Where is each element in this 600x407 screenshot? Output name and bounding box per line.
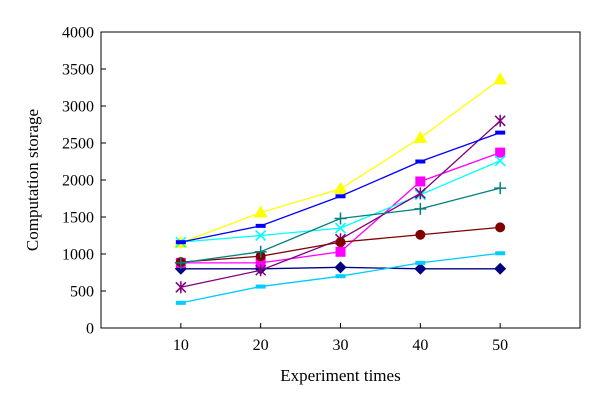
data-point-dash [255,223,266,228]
data-point-plus [334,212,347,225]
y-tick-label: 4000 [62,25,94,42]
data-point-plus [174,256,187,269]
data-point-square [335,246,346,257]
data-point-diamond [414,262,427,275]
y-tick-label: 2000 [62,173,94,190]
x-axis-label: Experiment times [280,366,400,385]
data-point-triangle [413,130,428,143]
data-point-square [255,257,266,268]
x-tick-label: 40 [412,337,428,354]
data-point-plus [414,202,427,215]
data-point-x [334,222,347,234]
plot-frame [100,31,581,329]
series-4 [175,155,506,248]
y-tick-label: 3000 [62,99,94,116]
series-layer [173,72,508,305]
data-point-dash [415,159,426,164]
data-point-star [175,281,187,294]
y-tick-label: 3500 [62,62,94,79]
y-tick-label: 500 [70,284,94,301]
y-tick-label: 1500 [62,210,94,227]
data-point-star [255,264,267,277]
data-point-circle [495,222,506,233]
data-point-dash [175,300,186,305]
data-point-plus [254,245,267,258]
data-point-dash [495,130,506,135]
data-point-triangle [253,205,268,218]
data-point-dash [335,194,346,199]
data-point-star [494,114,506,127]
data-point-x [255,229,267,242]
data-point-plus [494,182,507,195]
y-tick-label: 1000 [62,247,94,264]
y-axis-label: Computation storage [23,109,42,251]
data-point-diamond [494,262,507,275]
x-axis: 10 20 30 40 50 [173,323,508,354]
data-point-circle [335,237,346,248]
y-tick-label: 2500 [62,136,94,153]
data-point-dash [335,274,346,279]
series-9 [175,130,506,245]
series-7 [174,182,507,269]
x-tick-label: 50 [492,337,508,354]
data-point-star [414,187,426,200]
series-6 [175,222,506,268]
data-point-dash [415,260,426,265]
data-point-square [415,176,426,187]
y-tick-label: 0 [86,321,94,338]
x-tick-label: 20 [253,337,269,354]
data-point-dash [255,284,266,289]
data-point-triangle [333,181,348,194]
data-point-diamond [334,261,347,274]
x-tick-label: 10 [173,337,189,354]
data-point-dash [495,251,506,256]
x-tick-label: 30 [333,337,349,354]
data-point-x [494,155,506,167]
data-point-circle [415,229,426,240]
data-point-square [495,147,506,158]
series-8 [175,251,506,305]
data-point-triangle [493,72,508,85]
y-axis: 0 500 1000 1500 2000 2500 3000 3500 4000 [62,25,106,338]
data-point-dash [175,240,186,245]
